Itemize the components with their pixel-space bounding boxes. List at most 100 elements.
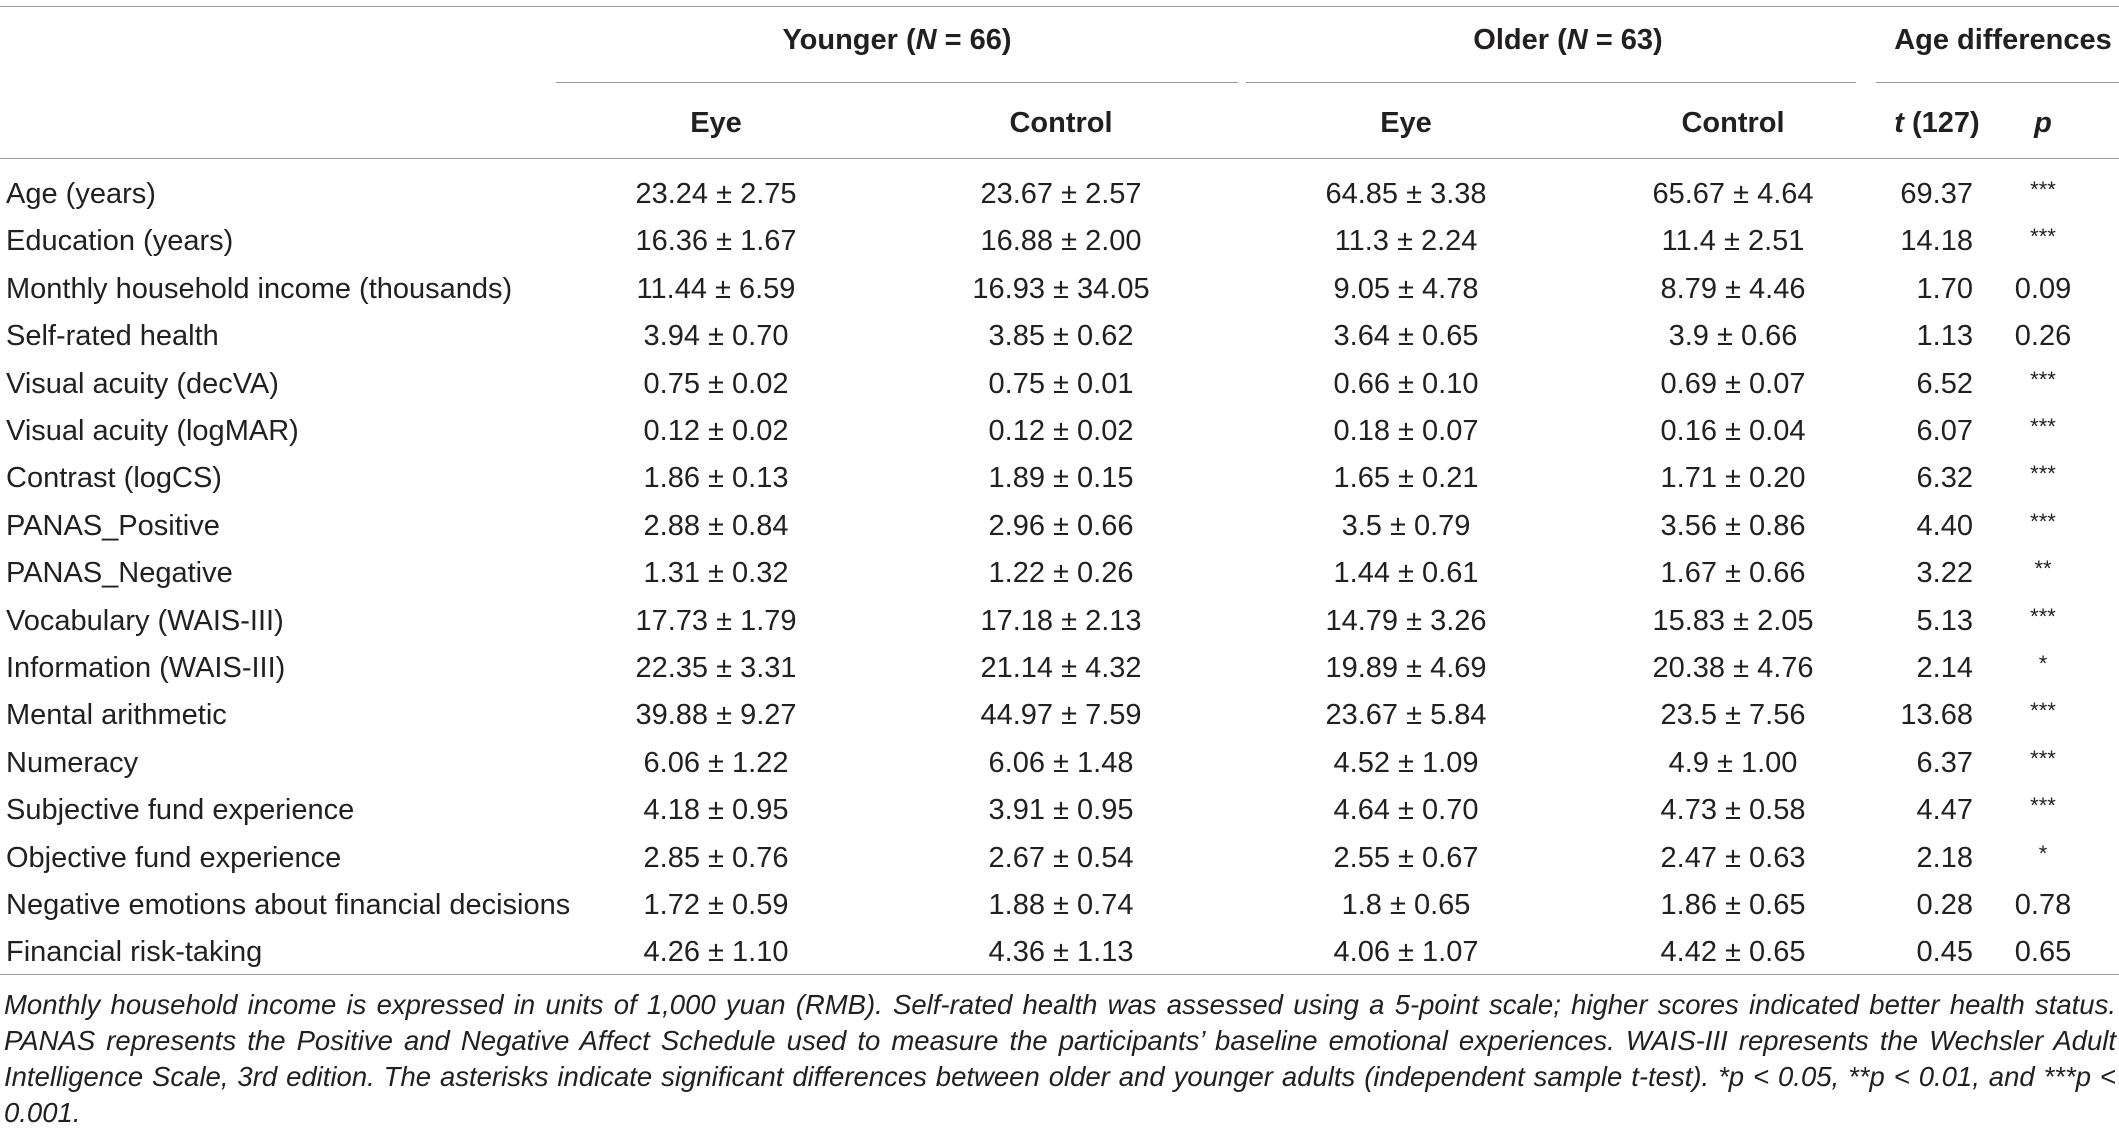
cell-p-value: *** bbox=[2030, 793, 2056, 819]
cell-younger-eye: 4.18 ± 0.95 bbox=[643, 794, 789, 827]
cell-older-eye: 0.18 ± 0.07 bbox=[1333, 415, 1479, 447]
cell-younger-control: 2.96 ± 0.66 bbox=[988, 509, 1134, 542]
cell-t-value: 4.47 bbox=[1916, 794, 1973, 827]
cell-younger-eye: 17.73 ± 1.79 bbox=[635, 604, 797, 637]
cell-older-eye: 4.06 ± 1.07 bbox=[1333, 936, 1479, 969]
cell-older-eye: 14.79 ± 3.26 bbox=[1325, 604, 1487, 637]
cell-older-control: 1.86 ± 0.65 bbox=[1660, 889, 1806, 921]
cell-older-eye: 3.5 ± 0.79 bbox=[1341, 509, 1471, 542]
cell-younger-eye: 22.35 ± 3.31 bbox=[635, 652, 797, 684]
cell-younger-control: 1.22 ± 0.26 bbox=[988, 557, 1134, 590]
cell-younger-control: 6.06 ± 1.48 bbox=[988, 746, 1134, 779]
cell-older-control: 65.67 ± 4.64 bbox=[1652, 178, 1814, 210]
cell-t-value: 13.68 bbox=[1900, 699, 1973, 732]
cell-t-value: 2.14 bbox=[1916, 652, 1973, 684]
cell-younger-eye: 2.88 ± 0.84 bbox=[643, 509, 789, 542]
cell-older-eye: 0.66 ± 0.10 bbox=[1333, 367, 1479, 400]
cell-older-eye: 4.64 ± 0.70 bbox=[1333, 794, 1479, 827]
age-differences-header: Age differences bbox=[1894, 24, 2112, 56]
table-top-rule bbox=[0, 6, 2119, 7]
cell-younger-control: 17.18 ± 2.13 bbox=[980, 604, 1142, 637]
cell-younger-control: 4.36 ± 1.13 bbox=[988, 936, 1134, 969]
cell-p-value: *** bbox=[2030, 603, 2056, 629]
cell-t-value: 6.07 bbox=[1916, 415, 1973, 447]
cell-older-eye: 19.89 ± 4.69 bbox=[1325, 652, 1487, 684]
cell-p-value: *** bbox=[2030, 745, 2056, 771]
cell-t-value: 0.28 bbox=[1916, 889, 1973, 921]
cell-older-eye: 2.55 ± 0.67 bbox=[1333, 841, 1479, 874]
older-group-rule bbox=[1246, 82, 1856, 83]
cell-older-eye: 11.3 ± 2.24 bbox=[1334, 225, 1478, 258]
cell-older-control: 0.16 ± 0.04 bbox=[1660, 415, 1806, 447]
row-label: Objective fund experience bbox=[6, 841, 342, 874]
cell-younger-eye: 1.72 ± 0.59 bbox=[643, 889, 789, 921]
cell-younger-control: 23.67 ± 2.57 bbox=[980, 178, 1142, 210]
row-label: Self-rated health bbox=[6, 320, 219, 353]
row-label: Vocabulary (WAIS-III) bbox=[6, 604, 284, 637]
cell-older-control: 23.5 ± 7.56 bbox=[1660, 699, 1806, 732]
cell-p-value: *** bbox=[2030, 177, 2056, 202]
cell-t-value: 4.40 bbox=[1916, 509, 1973, 542]
cell-older-control: 2.47 ± 0.63 bbox=[1660, 841, 1806, 874]
cell-younger-control: 0.12 ± 0.02 bbox=[988, 415, 1134, 447]
cell-younger-control: 16.93 ± 34.05 bbox=[972, 272, 1150, 305]
table-footnote: Monthly household income is expressed in… bbox=[4, 989, 2116, 1128]
cell-t-value: 6.52 bbox=[1916, 367, 1973, 400]
cell-p-value: *** bbox=[2030, 508, 2056, 534]
row-label: PANAS_Positive bbox=[6, 509, 220, 542]
cell-older-control: 3.9 ± 0.66 bbox=[1668, 320, 1798, 353]
row-label: Subjective fund experience bbox=[6, 794, 355, 827]
col-t-statistic: t (127) bbox=[1894, 107, 1980, 139]
cell-younger-control: 16.88 ± 2.00 bbox=[980, 225, 1142, 258]
cell-t-value: 5.13 bbox=[1916, 604, 1973, 637]
row-label: Information (WAIS-III) bbox=[6, 652, 286, 684]
row-label: PANAS_Negative bbox=[6, 557, 233, 590]
cell-p-value: *** bbox=[2030, 461, 2056, 487]
cell-p-value: 0.09 bbox=[2014, 272, 2072, 305]
cell-younger-eye: 2.85 ± 0.76 bbox=[643, 841, 789, 874]
cell-p-value: * bbox=[2038, 651, 2048, 676]
cell-younger-eye: 3.94 ± 0.70 bbox=[643, 320, 789, 353]
col-older-eye: Eye bbox=[1380, 107, 1432, 139]
table-bottom-rule bbox=[0, 974, 2119, 975]
cell-younger-eye: 6.06 ± 1.22 bbox=[643, 746, 789, 779]
cell-older-eye: 4.52 ± 1.09 bbox=[1333, 746, 1479, 779]
row-label: Negative emotions about financial decisi… bbox=[6, 889, 571, 921]
cell-p-value: 0.26 bbox=[2014, 320, 2072, 353]
cell-younger-eye: 0.75 ± 0.02 bbox=[643, 367, 789, 400]
cell-t-value: 3.22 bbox=[1916, 557, 1973, 590]
header-bottom-rule bbox=[0, 158, 2119, 159]
cell-older-control: 4.42 ± 0.65 bbox=[1660, 936, 1806, 969]
cell-older-control: 20.38 ± 4.76 bbox=[1652, 652, 1814, 684]
cell-t-value: 2.18 bbox=[1916, 841, 1973, 874]
cell-p-value: ** bbox=[2034, 556, 2052, 582]
cell-younger-control: 44.97 ± 7.59 bbox=[980, 699, 1142, 732]
cell-p-value: 0.78 bbox=[2014, 889, 2072, 921]
cell-older-control: 3.56 ± 0.86 bbox=[1660, 509, 1806, 542]
cell-t-value: 6.37 bbox=[1916, 746, 1973, 779]
col-younger-eye: Eye bbox=[690, 107, 742, 139]
cell-older-eye: 64.85 ± 3.38 bbox=[1325, 178, 1487, 210]
cell-younger-eye: 23.24 ± 2.75 bbox=[635, 178, 797, 210]
cell-older-control: 1.71 ± 0.20 bbox=[1660, 462, 1806, 495]
col-older-control: Control bbox=[1681, 107, 1785, 139]
cell-older-eye: 23.67 ± 5.84 bbox=[1325, 699, 1487, 732]
cell-t-value: 1.13 bbox=[1916, 320, 1973, 353]
cell-younger-control: 21.14 ± 4.32 bbox=[980, 652, 1142, 684]
age-differences-rule bbox=[1876, 82, 2119, 83]
cell-t-value: 69.37 bbox=[1900, 178, 1973, 210]
cell-t-value: 6.32 bbox=[1916, 462, 1973, 495]
row-label: Monthly household income (thousands) bbox=[6, 272, 513, 305]
cell-p-value: 0.65 bbox=[2014, 936, 2072, 969]
cell-younger-eye: 16.36 ± 1.67 bbox=[635, 225, 797, 258]
older-group-header: Older (N = 63) bbox=[1473, 24, 1663, 56]
cell-younger-eye: 4.26 ± 1.10 bbox=[643, 936, 789, 969]
cell-p-value: *** bbox=[2030, 698, 2056, 724]
cell-older-control: 1.67 ± 0.66 bbox=[1660, 557, 1806, 590]
cell-t-value: 0.45 bbox=[1916, 936, 1973, 969]
cell-younger-eye: 1.86 ± 0.13 bbox=[643, 462, 789, 495]
col-p-value: p bbox=[2034, 107, 2052, 139]
row-label: Education (years) bbox=[6, 225, 234, 258]
cell-older-eye: 1.65 ± 0.21 bbox=[1333, 462, 1479, 495]
row-label: Age (years) bbox=[6, 178, 156, 210]
